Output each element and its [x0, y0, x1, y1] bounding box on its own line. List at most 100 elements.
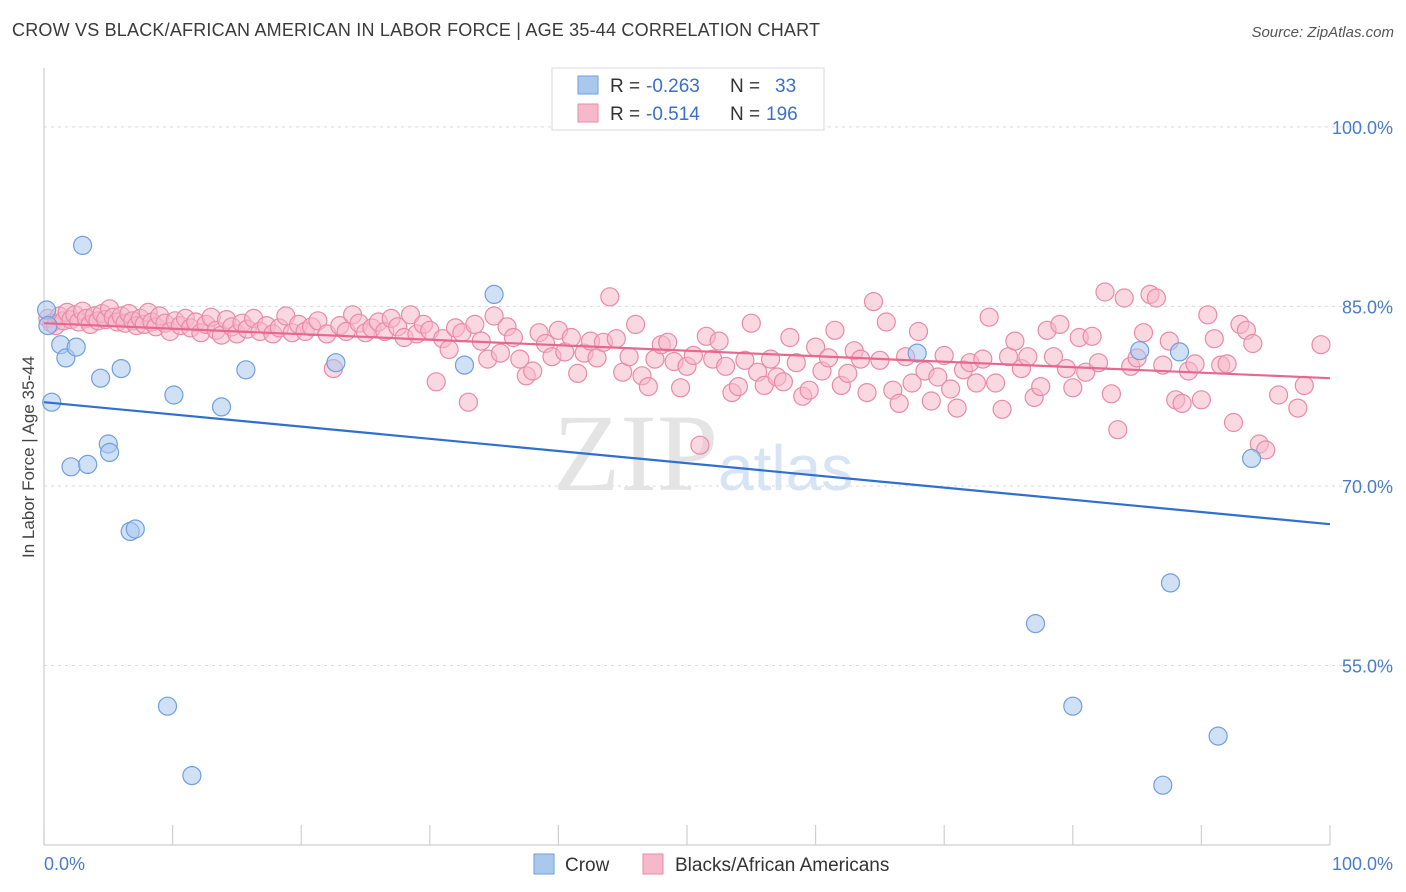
crow-trend-line	[43, 401, 1331, 526]
blacks-point	[1114, 288, 1134, 308]
blacks-point	[619, 347, 639, 367]
blacks-point	[1056, 359, 1077, 379]
watermark: ZIP atlas	[553, 392, 853, 514]
blacks-point	[985, 373, 1006, 393]
blacks-point	[1005, 331, 1025, 351]
crow-point	[1063, 696, 1083, 716]
blacks-point	[889, 393, 909, 413]
legend-swatch-crow	[577, 75, 599, 95]
blacks-point	[1185, 354, 1205, 374]
blacks-point	[966, 373, 987, 393]
blacks-point	[1288, 398, 1308, 418]
crow-point	[111, 359, 131, 379]
blacks-point	[1172, 393, 1192, 413]
crow-point	[326, 353, 346, 373]
y-tick-label: 55.0%	[1342, 656, 1393, 676]
crow-point	[484, 284, 504, 304]
blacks-point	[523, 361, 543, 381]
blacks-point	[876, 312, 896, 332]
blacks-point	[715, 356, 736, 376]
blacks-point	[1146, 288, 1167, 308]
crow-point	[182, 765, 202, 786]
blacks-point	[940, 379, 961, 399]
blacks-point	[561, 327, 581, 348]
crow-point	[90, 368, 111, 388]
legend-n-value-blacks: 196	[766, 104, 798, 125]
blacks-point	[947, 398, 967, 418]
blacks-point	[709, 331, 729, 351]
x-tick-label-max: 100.0%	[1332, 854, 1393, 874]
legend-bottom-swatch-crow	[533, 853, 555, 875]
legend-n-value-crow: 33	[775, 76, 796, 97]
crow-point	[454, 355, 475, 375]
crow-point	[61, 457, 81, 477]
blacks-point	[1031, 377, 1051, 397]
blacks-point	[838, 363, 858, 383]
blacks-point	[638, 377, 659, 397]
blacks-point	[1256, 440, 1276, 460]
legend-bottom-swatch-blacks	[642, 853, 664, 875]
legend-n-label-blacks: N =	[730, 104, 760, 125]
blacks-point	[741, 313, 761, 333]
blacks-point	[863, 292, 884, 312]
crow-point	[1241, 448, 1262, 468]
blacks-point	[760, 349, 781, 369]
trend-lines	[43, 322, 1331, 526]
y-tick-labels: 55.0% 70.0% 85.0% 100.0%	[1332, 118, 1393, 677]
crow-point	[78, 454, 98, 474]
crow-point	[99, 442, 120, 462]
blacks-point	[1268, 385, 1289, 405]
blacks-point	[484, 306, 504, 326]
legend-bottom: Crow Blacks/African Americans	[533, 853, 889, 876]
blacks-point	[1198, 305, 1218, 325]
legend-r-value-crow: -0.263	[646, 76, 700, 97]
crow-point	[1169, 342, 1190, 362]
legend-n-label-crow: N =	[730, 76, 760, 97]
blacks-point	[1108, 420, 1128, 440]
blacks-point	[992, 399, 1012, 419]
crow-point	[1153, 775, 1173, 795]
blacks-point	[458, 392, 478, 412]
blacks-point	[1050, 314, 1070, 334]
blacks-point	[1133, 323, 1154, 343]
crow-point	[211, 397, 232, 417]
blacks-point	[600, 287, 620, 307]
crow-point	[157, 696, 178, 716]
blacks-point	[1095, 282, 1115, 302]
blacks-point	[902, 373, 922, 393]
blacks-point	[568, 363, 588, 383]
blacks-point	[1018, 347, 1038, 367]
blacks-point	[400, 305, 421, 325]
x-tick-label-min: 0.0%	[44, 854, 85, 874]
crow-point	[164, 385, 184, 405]
legend-bottom-label-blacks: Blacks/African Americans	[675, 855, 889, 876]
blacks-point	[728, 377, 749, 397]
blacks-point	[625, 314, 646, 334]
series-crow-points	[36, 107, 1262, 795]
blacks-point	[857, 383, 877, 403]
crow-point	[1130, 341, 1150, 361]
source-label: Source: ZipAtlas.com	[1251, 24, 1394, 41]
blacks-point	[934, 345, 954, 366]
y-axis-label: In Labor Force | Age 35-44	[19, 356, 38, 558]
blacks-point	[1204, 329, 1224, 349]
blacks-point	[773, 372, 794, 392]
blacks-point	[928, 367, 948, 387]
legend-bottom-label-crow: Crow	[565, 855, 610, 876]
legend-r-label-blacks: R =	[610, 104, 640, 125]
x-ticks	[43, 825, 1331, 845]
blacks-point	[979, 307, 999, 327]
blacks-point	[308, 311, 328, 331]
blacks-point	[825, 320, 845, 340]
blacks-point	[1101, 384, 1122, 404]
blacks-point	[606, 329, 626, 349]
blacks-point	[1191, 390, 1212, 410]
blacks-point	[683, 345, 704, 366]
blacks-point	[1063, 378, 1083, 398]
blacks-point	[973, 349, 993, 369]
blacks-point	[1082, 326, 1102, 346]
blacks-point	[1294, 375, 1314, 395]
blacks-point	[908, 321, 929, 342]
blacks-point	[735, 350, 755, 370]
blacks-point	[658, 332, 678, 352]
